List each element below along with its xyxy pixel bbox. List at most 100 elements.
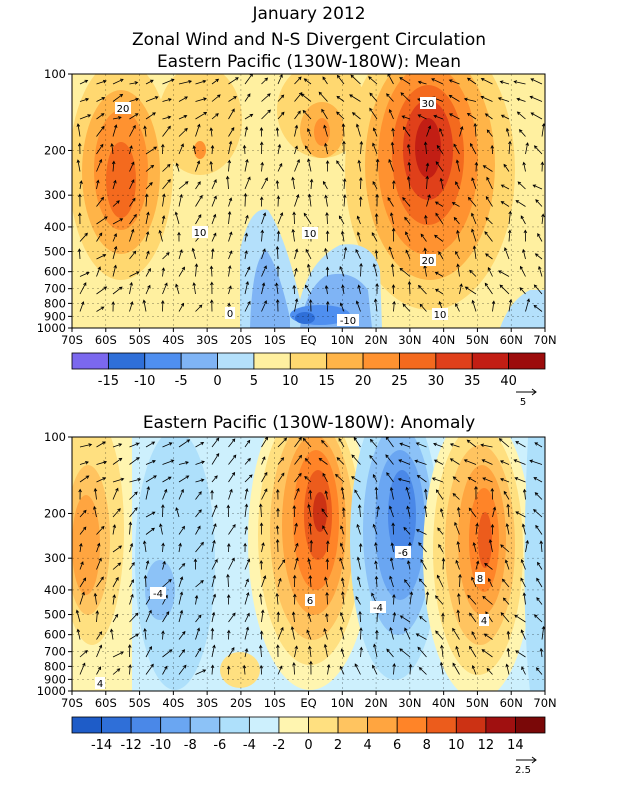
wind-vector (466, 112, 477, 120)
wind-vector (244, 648, 249, 658)
wind-vector (129, 281, 133, 295)
wind-vector (96, 196, 105, 207)
wind-vector (309, 178, 314, 190)
wind-vector (417, 80, 427, 85)
wind-vector (452, 662, 460, 675)
wind-vector (506, 630, 511, 640)
wind-vector (388, 246, 394, 260)
wind-vector (160, 299, 165, 312)
wind-vector (210, 144, 215, 155)
wind-vector (211, 523, 217, 535)
wind-vector (399, 615, 411, 623)
wind-vector (390, 263, 395, 277)
wind-vector (480, 443, 493, 448)
wind-vector (486, 129, 493, 137)
wind-vector (387, 197, 394, 207)
wind-vector (276, 644, 280, 658)
wind-vector (178, 249, 183, 260)
wind-vector (228, 612, 236, 623)
wind-vector (112, 457, 123, 465)
colorbar-swatch (278, 716, 309, 734)
wind-vector (425, 162, 430, 172)
wind-vector (472, 245, 477, 260)
wind-vector (276, 195, 281, 207)
wind-vector (129, 81, 139, 85)
wind-vector (211, 593, 217, 605)
wind-vector (258, 503, 263, 518)
wind-vector (96, 525, 105, 535)
wind-vector (336, 111, 345, 120)
colorbar-label: 40 (500, 374, 517, 389)
wind-vector (75, 609, 81, 623)
wind-vector (404, 579, 411, 588)
wind-vector (161, 630, 165, 640)
wind-vector (341, 507, 346, 518)
wind-vector (111, 301, 115, 312)
wind-vector (211, 611, 216, 623)
wind-vector (321, 508, 328, 518)
x-tick-label: EQ (300, 696, 316, 710)
wind-vector (498, 438, 510, 448)
wind-vector (418, 578, 427, 588)
wind-vector (178, 488, 184, 500)
wind-vector (339, 611, 345, 623)
wind-vector (195, 79, 207, 85)
y-tick-label: 1000 (37, 321, 66, 335)
wind-vector (96, 441, 106, 448)
wind-vector (228, 647, 235, 658)
wind-vector (244, 113, 254, 120)
wind-vector (391, 284, 396, 295)
wind-vector (456, 263, 460, 277)
wind-vector (275, 245, 280, 260)
wind-vector (386, 472, 394, 483)
wind-vector (178, 266, 185, 277)
wind-vector (211, 78, 220, 85)
wind-vector (483, 633, 493, 640)
wind-vector (211, 179, 217, 190)
wind-vector (304, 475, 312, 483)
wind-vector (368, 76, 378, 85)
wind-vector (261, 542, 265, 553)
wind-vector (456, 506, 461, 518)
anomaly-eq-pos-12 (313, 492, 327, 532)
wind-vector (195, 509, 202, 518)
contour-label: 0 (227, 309, 233, 320)
wind-vector (112, 594, 116, 605)
wind-vector (471, 576, 477, 588)
wind-vector (303, 212, 312, 225)
wind-vector (129, 213, 137, 225)
wind-vector (145, 96, 159, 102)
wind-vector (294, 158, 300, 172)
wind-vector (499, 80, 510, 85)
mean-north-jet-35 (415, 118, 441, 178)
contour-label: -10 (340, 316, 356, 327)
wind-vector (318, 91, 328, 102)
wind-vector (534, 492, 543, 500)
wind-vector (242, 144, 247, 155)
wind-vector (244, 281, 249, 295)
y-tick-label: 800 (44, 296, 66, 310)
wind-vector (507, 229, 512, 242)
wind-vector (277, 577, 282, 588)
contour-label: 6 (307, 596, 313, 607)
wind-vector (259, 196, 264, 207)
wind-vector (423, 488, 428, 500)
wind-vector (209, 127, 214, 137)
wind-vector (508, 140, 512, 155)
wind-vector (387, 74, 394, 85)
wind-vector (162, 78, 175, 85)
wind-vector (405, 249, 411, 260)
colorbar-swatch (248, 716, 280, 734)
wind-vector (129, 124, 136, 137)
y-tick-label: 200 (44, 506, 66, 520)
wind-vector (355, 300, 361, 312)
wind-vector (244, 626, 250, 640)
wind-vector (178, 79, 193, 85)
wind-vector (426, 194, 431, 207)
wind-vector (485, 611, 493, 623)
wind-vector (244, 525, 248, 535)
wind-vector (359, 627, 363, 640)
page-subtitle: Zonal Wind and N-S Divergent Circulation (132, 30, 486, 50)
wind-vector (372, 523, 378, 535)
wind-vector (177, 231, 181, 242)
